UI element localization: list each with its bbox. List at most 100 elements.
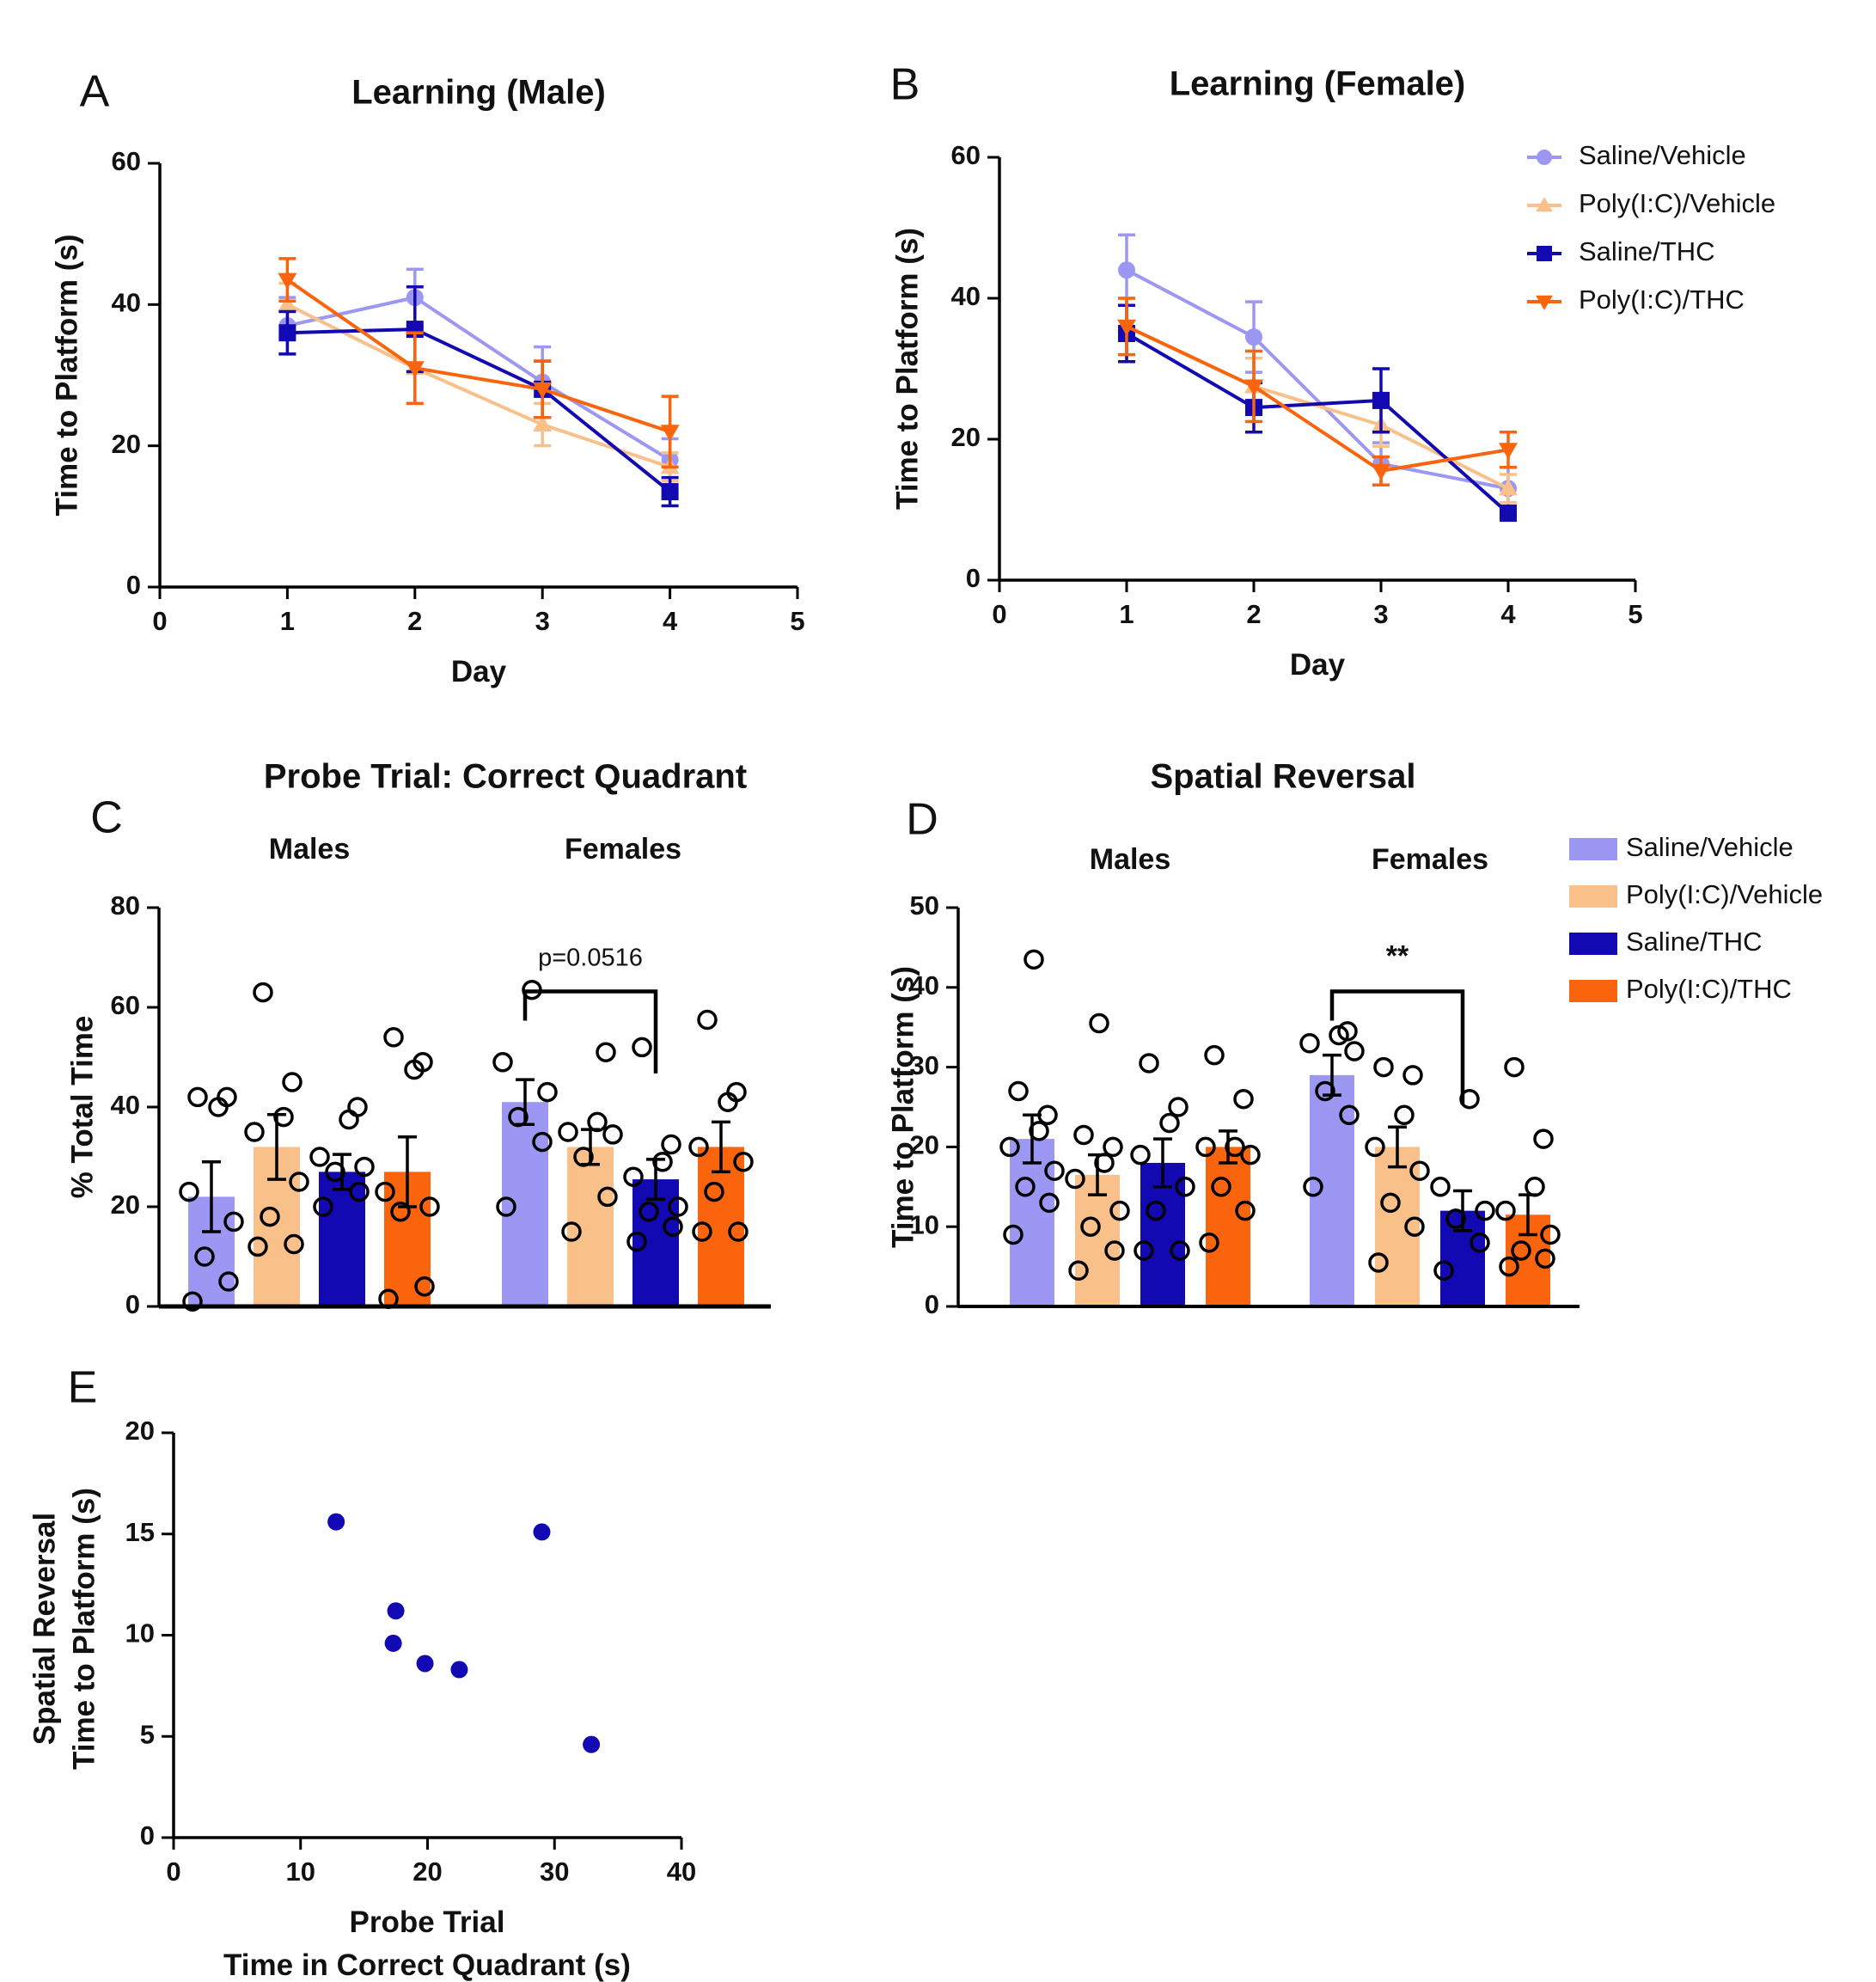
- series-line: [286, 278, 671, 434]
- bar-saline_thc: [623, 1037, 688, 1306]
- data-point: [1500, 505, 1517, 523]
- legend-marker: [1536, 295, 1553, 310]
- data-point: [1094, 1153, 1115, 1173]
- y-tick-label: 20: [910, 1130, 939, 1160]
- data-point: [384, 1634, 402, 1652]
- data-point: [1533, 1129, 1554, 1149]
- legend-label: Saline/Vehicle: [1579, 140, 1746, 170]
- x-axis-title-line2: Time in Correct Quadrant (s): [223, 1948, 631, 1982]
- bar-polyic_vehicle: [1065, 1012, 1130, 1306]
- bar: [698, 1147, 744, 1306]
- y-tick-label: 30: [910, 1050, 939, 1080]
- bar: [1375, 1147, 1420, 1306]
- x-tick-label: 0: [152, 606, 167, 636]
- data-point: [496, 1196, 516, 1217]
- data-point: [537, 1081, 558, 1103]
- bar-saline_vehicle: [492, 979, 558, 1306]
- data-point: [1394, 1104, 1415, 1126]
- significance-bracket: [522, 989, 658, 1074]
- legend-label: Poly(I:C)/Vehicle: [1579, 188, 1775, 218]
- series-line: [1126, 324, 1509, 474]
- series-line: [1126, 268, 1509, 491]
- legend-swatch: [1569, 980, 1617, 1002]
- data-point: [1372, 391, 1390, 409]
- legend-label: Saline/Vehicle: [1626, 832, 1794, 862]
- x-tick-label: 4: [663, 606, 678, 636]
- data-point: [1104, 1240, 1125, 1261]
- data-point: [1029, 1121, 1049, 1141]
- y-tick-label: 40: [112, 288, 141, 318]
- data-point: [218, 1271, 239, 1292]
- data-point: [1339, 1104, 1360, 1126]
- x-tick-label: 3: [1373, 599, 1388, 629]
- data-point: [347, 1097, 368, 1117]
- bar: [1310, 1074, 1354, 1306]
- panel-label: E: [68, 1363, 98, 1413]
- data-point: [1024, 949, 1044, 970]
- data-point: [278, 295, 297, 312]
- chart-title: Learning (Male): [351, 74, 606, 112]
- data-point: [583, 1735, 601, 1753]
- bar-saline_thc: [309, 1097, 375, 1306]
- data-point: [999, 1136, 1020, 1158]
- bar-polyic_thc: [688, 1009, 754, 1306]
- chart-title: Probe Trial: Correct Quadrant: [264, 758, 747, 796]
- data-point: [194, 1246, 215, 1267]
- data-point: [1065, 1168, 1085, 1190]
- data-point: [1430, 1177, 1451, 1197]
- panel-b-learning-female: B Learning (Female) 0 20 40 60 0 1 2 3 4 5 Day Time t…: [890, 60, 1775, 682]
- data-point: [561, 1221, 582, 1242]
- legend: Saline/Vehicle Poly(I:C)/Vehicle Saline/TH…: [1527, 140, 1775, 315]
- data-point: [1225, 1136, 1245, 1158]
- data-point: [282, 1072, 302, 1092]
- bar-polyic_vehicle: [1365, 1056, 1430, 1306]
- data-point: [623, 1166, 644, 1187]
- y-axis-title: Time to Platform (s): [890, 228, 924, 510]
- data-point: [1337, 1021, 1358, 1042]
- chart-title: Spatial Reversal: [1150, 758, 1415, 796]
- data-point: [278, 272, 297, 290]
- y-tick-label: 0: [140, 1820, 155, 1850]
- data-point: [661, 1134, 681, 1155]
- data-point: [383, 1027, 404, 1048]
- data-point: [1073, 1124, 1094, 1146]
- panel-label: B: [890, 60, 920, 110]
- data-point: [1315, 1080, 1335, 1102]
- data-point: [663, 1216, 683, 1237]
- legend-marker: [1536, 197, 1553, 212]
- data-point: [1008, 1080, 1029, 1102]
- y-tick-label: 15: [125, 1517, 155, 1547]
- legend-swatch: [1569, 838, 1617, 860]
- x-axis-title: Day: [1290, 648, 1346, 682]
- data-point: [1404, 1216, 1425, 1237]
- x-tick-label: 30: [540, 1857, 569, 1887]
- data-point: [1139, 1053, 1159, 1074]
- group-label: Males: [269, 833, 351, 866]
- x-tick-label: 10: [286, 1857, 315, 1887]
- data-point: [1134, 1240, 1154, 1261]
- data-point: [1068, 1260, 1089, 1281]
- y-axis-title: Time to Platform (s): [50, 234, 83, 516]
- x-tick-label: 3: [535, 606, 550, 636]
- y-tick-label: 40: [951, 281, 981, 311]
- data-point: [1039, 1192, 1060, 1214]
- x-axis-title: Day: [451, 655, 507, 688]
- panel-d-spatial-reversal: D Spatial Reversal Males Females 0 10 20 30 40 50…: [886, 758, 1823, 1320]
- panel-label: A: [80, 67, 110, 117]
- data-point: [1409, 1160, 1430, 1181]
- panel-a-learning-male: A Learning (Male) 0 20 40 60 0 1 2 3 4 5 Day Time to …: [50, 67, 804, 688]
- data-point: [419, 1196, 440, 1217]
- data-point: [416, 1655, 434, 1673]
- data-point: [1504, 1056, 1525, 1078]
- y-tick-label: 10: [125, 1618, 155, 1649]
- y-tick-label: 0: [925, 1289, 939, 1319]
- data-point: [1089, 1012, 1109, 1034]
- data-point: [1044, 1160, 1065, 1181]
- data-point: [726, 1081, 747, 1103]
- panel-label: D: [906, 795, 938, 845]
- x-tick-label: 2: [1246, 599, 1261, 629]
- data-point: [1080, 1216, 1101, 1237]
- y-tick-label: 60: [112, 146, 141, 176]
- data-point: [273, 1106, 294, 1128]
- data-point: [1240, 1144, 1261, 1165]
